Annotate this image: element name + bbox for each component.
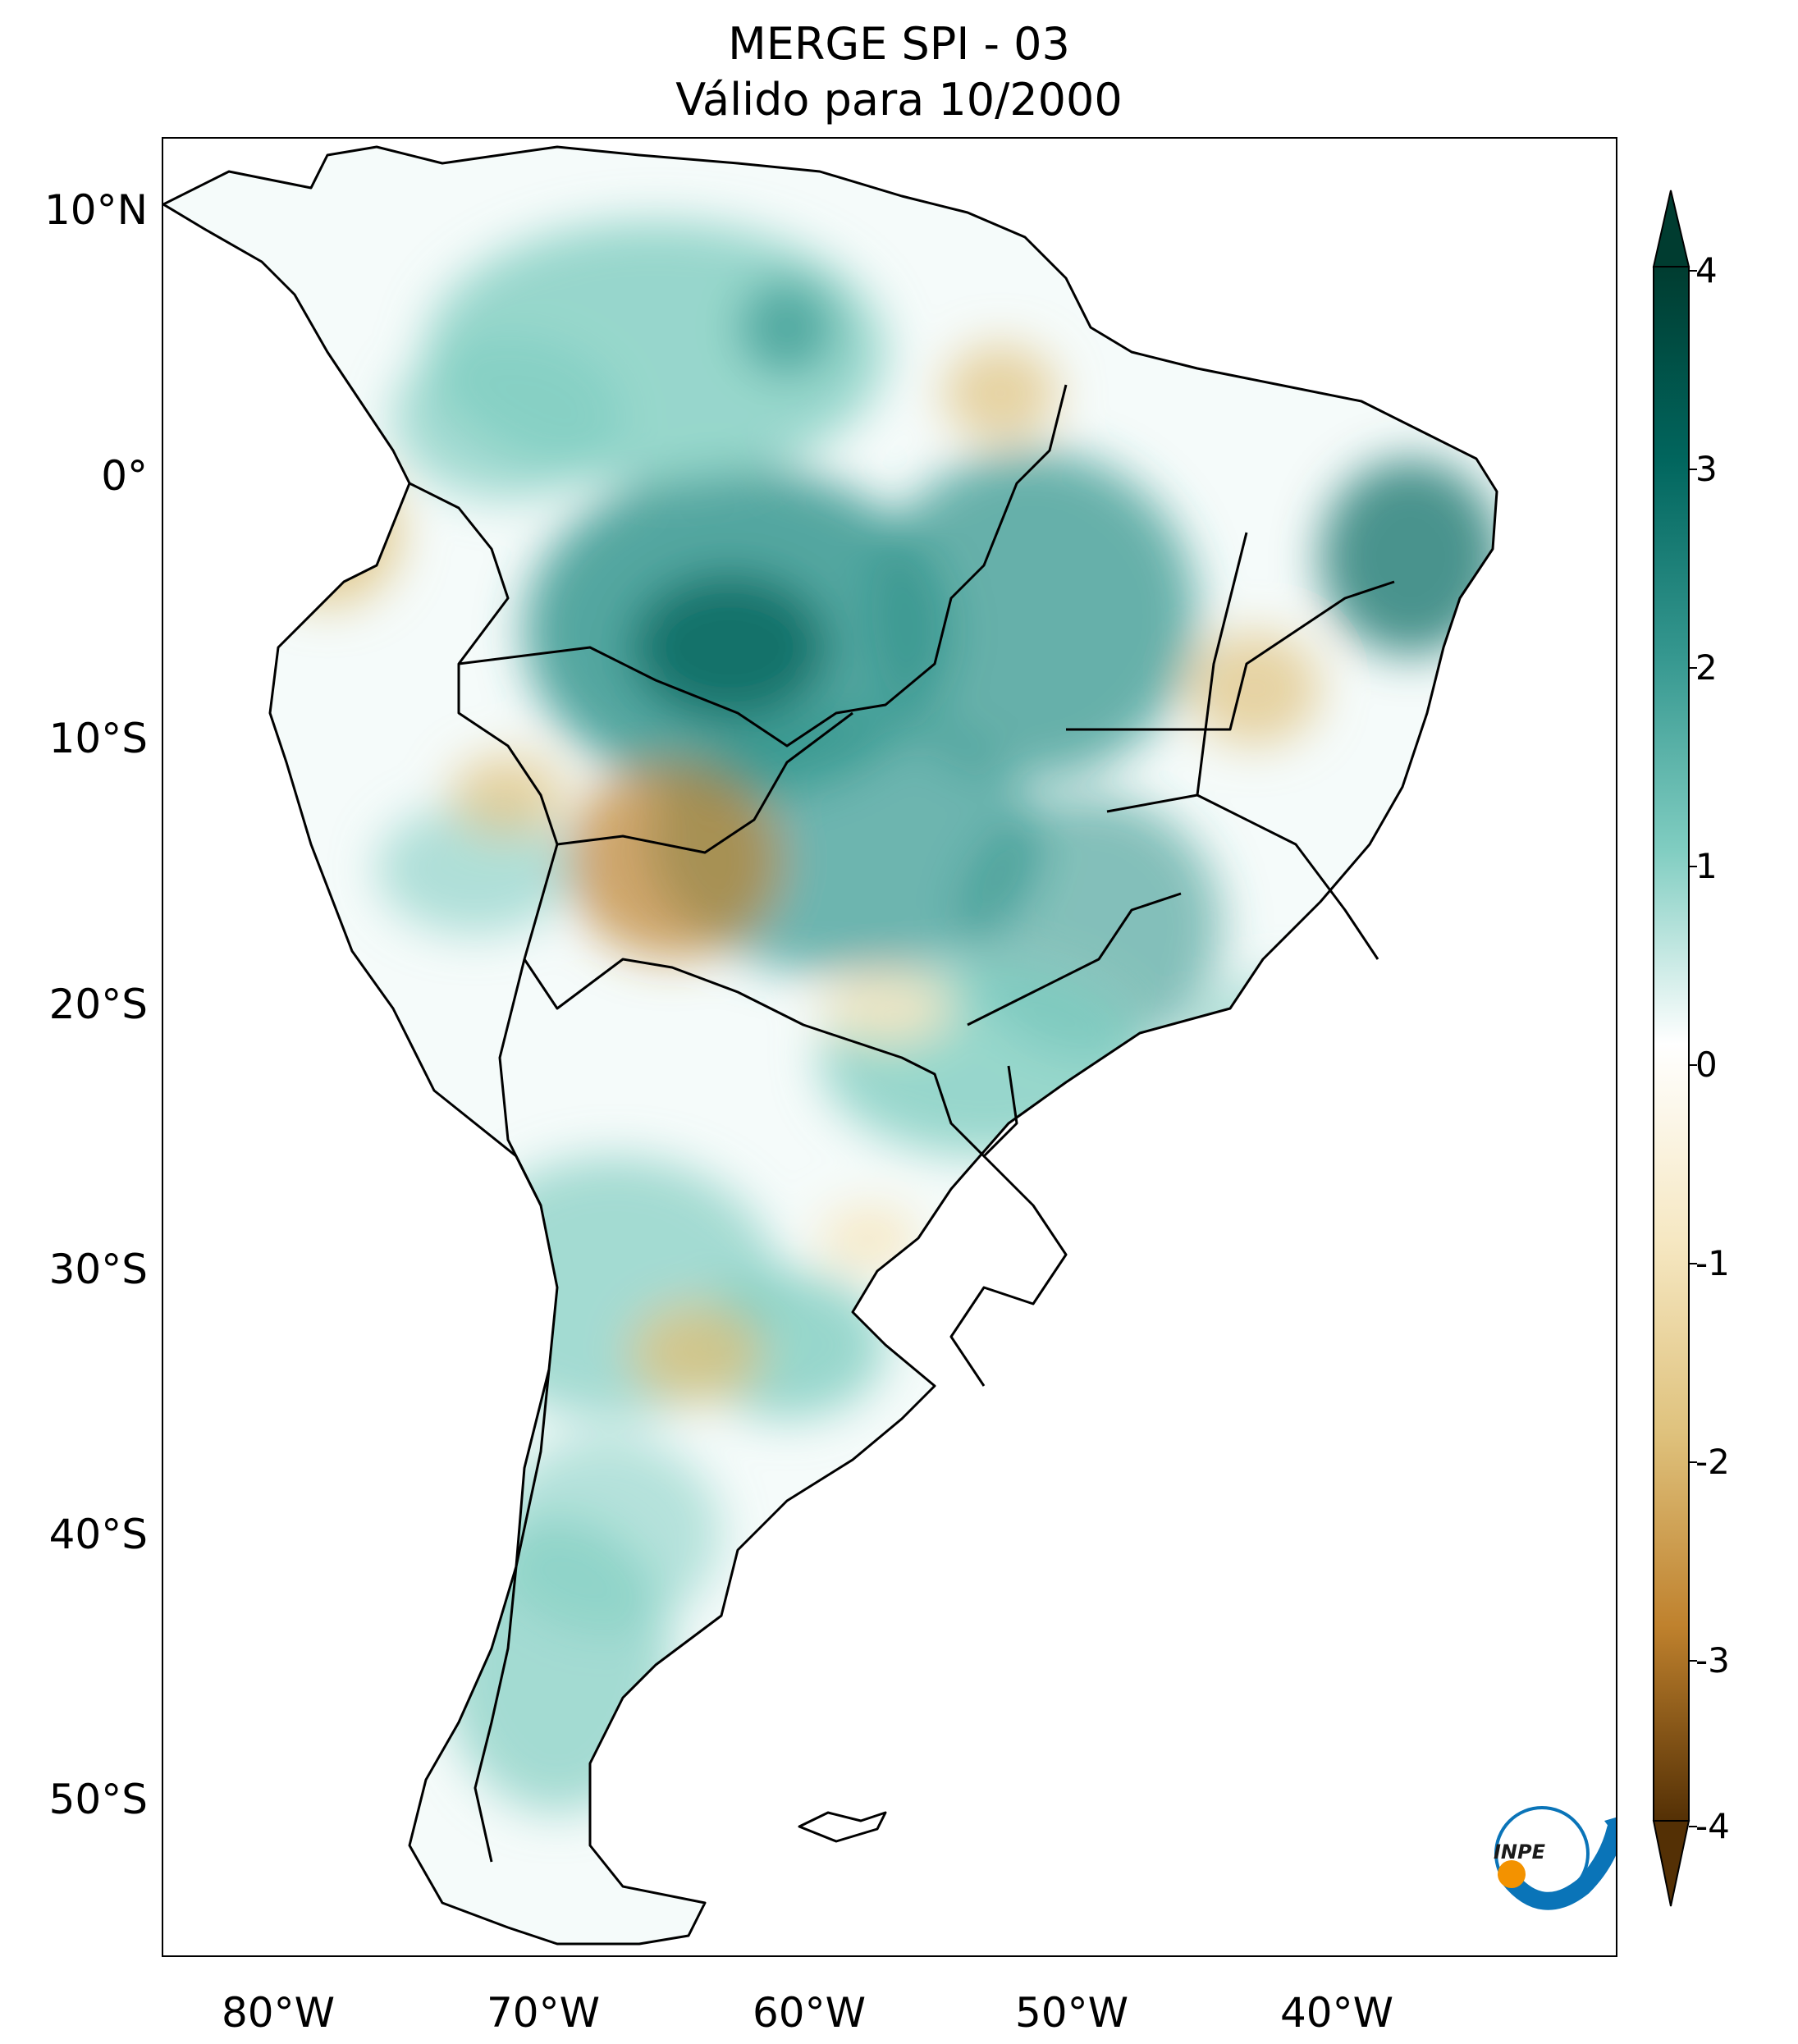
border-chile-argentina-south	[474, 1369, 551, 1863]
lat-label-20s: 20°S	[48, 981, 148, 1028]
colorbar-extend-top	[1652, 190, 1690, 268]
south-america-map: INPE	[163, 145, 1616, 1946]
map-subtitle: Válido para 10/2000	[675, 74, 1123, 126]
colorbar-tick-3: 3	[1695, 449, 1718, 489]
colorbar-tick-neg1: -1	[1695, 1243, 1730, 1283]
blob-patagonia-north-wet	[492, 1435, 721, 1632]
lat-label-10n: 10°N	[43, 186, 148, 234]
borders	[163, 145, 1498, 1946]
border-acre-rondonia	[556, 711, 853, 854]
blob-peru-wet	[377, 803, 574, 935]
colorbar-extend-bottom	[1652, 1820, 1690, 1907]
map-panel: INPE	[162, 137, 1617, 1957]
blob-guiana-dry	[943, 344, 1058, 442]
border-uruguay	[949, 1155, 1068, 1387]
colorbar-tick-4: 4	[1695, 250, 1718, 290]
blob-argentina-dry	[631, 1304, 762, 1402]
colorbar-tick-neg4: -4	[1695, 1806, 1730, 1846]
blob-bolivia-dry	[565, 762, 779, 959]
border-brazil-states-central	[1106, 793, 1379, 960]
blob-paraguay-dry	[820, 976, 951, 1041]
blob-venezuela-core	[738, 278, 836, 377]
lon-label-80w: 80°W	[221, 1989, 336, 2037]
blob-colombia-wet	[393, 336, 623, 500]
logo-swoosh	[1500, 1820, 1616, 1910]
spi-field	[163, 147, 1497, 1944]
colorbar-tick-2: 2	[1695, 647, 1718, 688]
logo-sun	[1498, 1860, 1526, 1888]
blob-para-wet	[869, 450, 1197, 779]
lat-label-50s: 50°S	[48, 1776, 148, 1823]
logo-text: INPE	[1494, 1841, 1546, 1863]
lon-label-40w: 40°W	[1279, 1989, 1394, 2037]
lat-label-40s: 40°S	[48, 1511, 148, 1558]
colorbar-tick-1: 1	[1695, 846, 1718, 886]
lat-label-0: 0°	[101, 452, 148, 500]
border-brazil-states-south	[967, 892, 1182, 1027]
border-brazil-states-meridian	[1196, 532, 1248, 796]
colorbar-body	[1653, 266, 1690, 1822]
inpe-logo: INPE	[1494, 1806, 1616, 1910]
lat-label-30s: 30°S	[48, 1246, 148, 1293]
colorbar-tick-neg2: -2	[1695, 1442, 1730, 1482]
colorbar-tick-0: 0	[1695, 1045, 1718, 1085]
border-chile-argentina-north	[498, 958, 542, 1206]
border-andes-east	[409, 482, 1018, 1158]
lat-label-10s: 10°S	[48, 715, 148, 762]
falkland-islands	[798, 1811, 887, 1843]
colorbar-tick-neg3: -3	[1695, 1640, 1730, 1680]
lon-label-70w: 70°W	[486, 1989, 601, 2037]
blob-peru-dry	[451, 754, 565, 836]
logo-arrow	[1604, 1817, 1616, 1836]
blob-southeast-wet	[1181, 976, 1378, 1123]
blob-ecuador-dry	[254, 459, 401, 606]
map-title: MERGE SPI - 03	[728, 18, 1070, 70]
blob-amazon-core	[631, 574, 828, 721]
blob-bahia-dry	[1189, 631, 1320, 746]
lon-label-50w: 50°W	[1014, 1989, 1129, 2037]
blob-northeast-wet	[1320, 459, 1497, 656]
border-brazil-states-north	[1066, 580, 1395, 731]
lon-label-60w: 60°W	[752, 1989, 867, 2037]
blob-chaco-dry	[820, 1205, 918, 1271]
border-amazon-north	[458, 384, 1068, 748]
